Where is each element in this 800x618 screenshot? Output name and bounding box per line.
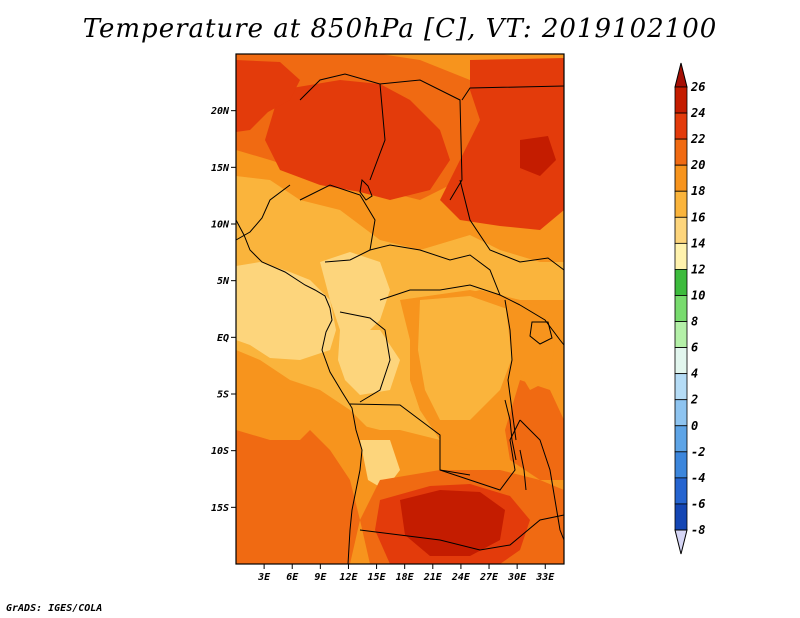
- border-congo-drc: [339, 311, 391, 403]
- region-18c-congo-core: [418, 296, 515, 420]
- colorbar-label: -8: [691, 523, 705, 537]
- lon-tick-label: 33E: [535, 572, 555, 583]
- lat-tick-label: 5S: [217, 390, 229, 401]
- colorbar-label: 12: [691, 262, 705, 276]
- map-frame: [235, 53, 565, 565]
- map-panel: [235, 53, 565, 565]
- region-26c-zambezi: [400, 490, 505, 556]
- region-16c-gabon: [338, 330, 400, 395]
- colorbar-box: [674, 321, 688, 348]
- colorbar-box: [674, 190, 688, 218]
- lat-tick-label: 20N: [210, 106, 230, 117]
- lon-tick-label: 12E: [339, 572, 358, 583]
- colorbar-box: [674, 242, 688, 270]
- latitude-axis: 20N 15N 10N 5N EQ 5S 10S 15S: [210, 106, 236, 514]
- grads-credit: GrADS: IGES/COLA: [6, 603, 103, 614]
- border-algeria-mali: [299, 73, 386, 181]
- longitude-axis: 3E 6E 9E 12E 15E 18E 21E 24E 27E 30E 33E: [257, 564, 555, 583]
- colorbar-box: [674, 138, 688, 166]
- colorbar-box: [674, 269, 688, 296]
- colorbar-box: [674, 503, 688, 531]
- lon-tick-label: 9E: [314, 572, 327, 583]
- colorbar-label: -6: [691, 497, 705, 511]
- border-southern-africa: [359, 514, 565, 551]
- colorbar-box: [674, 295, 688, 322]
- lon-tick-label: 24E: [451, 572, 471, 583]
- colorbar-box: [674, 399, 688, 427]
- lat-tick-label: 15S: [211, 503, 229, 514]
- colorbar-label: 16: [691, 210, 705, 224]
- border-east-africa: [519, 304, 565, 346]
- lat-tick-label: EQ: [217, 333, 229, 344]
- colorbar-label: 14: [691, 236, 705, 250]
- lake-tanganyika: [504, 399, 517, 461]
- lon-tick-label: 18E: [396, 572, 415, 583]
- border-great-lakes: [504, 299, 517, 441]
- colorbar-label: -4: [691, 471, 705, 485]
- lake-victoria: [529, 321, 553, 345]
- colorbar-label: 4: [691, 367, 698, 381]
- region-16c-angola: [360, 440, 400, 490]
- region-24c-sudan: [440, 58, 564, 230]
- lon-tick-label: 3E: [257, 572, 271, 583]
- lake-malawi: [519, 449, 527, 491]
- lat-tick-label: 15N: [211, 163, 230, 174]
- colorbar-label: 26: [690, 80, 705, 94]
- region-24c-sahara-core: [265, 80, 450, 200]
- region-26c-sudan-core: [520, 136, 556, 176]
- map-title: Temperature at 850hPa [C], VT: 201910210…: [82, 14, 718, 44]
- region-16c-cameroon: [320, 252, 390, 340]
- colorbar-box: [674, 347, 688, 375]
- lon-tick-label: 30E: [507, 572, 527, 583]
- colorbar-label: -2: [691, 445, 705, 459]
- colorbar-box: [674, 477, 688, 505]
- colorbar-box: [674, 373, 688, 401]
- border-chad-sudan: [461, 85, 565, 101]
- colorbar-label: 20: [690, 158, 705, 172]
- region-18c-west-sahel: [236, 176, 564, 440]
- border-niger-chad: [379, 79, 463, 201]
- lon-tick-label: 6E: [286, 572, 299, 583]
- temperature-field: [236, 54, 564, 564]
- colorbar-box: [674, 164, 688, 192]
- colorbar-label: 22: [690, 132, 705, 146]
- colorbar-label: 10: [691, 288, 705, 302]
- lon-tick-label: 21E: [423, 572, 443, 583]
- border-nigeria: [299, 184, 376, 263]
- colorbar-label: 0: [691, 419, 698, 433]
- lake-chad: [359, 178, 373, 201]
- coastline-west-africa: [235, 219, 363, 565]
- colorbar-label: 6: [691, 341, 698, 355]
- colorbar-box: [674, 112, 688, 140]
- region-20c-atlantic-band: [236, 380, 320, 440]
- colorbar-label: 24: [690, 106, 705, 120]
- colorbar-bottom-triangle: [674, 529, 688, 555]
- lon-tick-label: 15E: [368, 572, 387, 583]
- region-16c-gulf-of-guinea: [236, 262, 336, 360]
- map-boundaries: [235, 73, 565, 565]
- region-24c-northwest: [236, 60, 300, 132]
- border-cameroon-car: [369, 244, 501, 296]
- colorbar-label: 18: [691, 184, 705, 198]
- border-drc-angola: [349, 403, 471, 476]
- colorbar-top-triangle: [674, 62, 688, 88]
- border-guinea-coast: [235, 184, 291, 241]
- border-sudan-south: [459, 179, 565, 271]
- lon-tick-label: 27E: [479, 572, 499, 583]
- border-mozambique: [519, 419, 565, 541]
- colorbar-box: [674, 451, 688, 479]
- colorbar-label: 8: [691, 315, 698, 329]
- colorbar-box: [674, 216, 688, 244]
- lat-tick-label: 10N: [211, 220, 230, 231]
- region-22c-east-africa: [505, 380, 564, 480]
- colorbar-box: [674, 425, 688, 453]
- lat-tick-label: 10S: [211, 446, 229, 457]
- colorbar-box: [674, 86, 688, 114]
- colorbar-label: 2: [690, 393, 698, 407]
- border-car-drc: [379, 284, 521, 306]
- lat-tick-label: 5N: [217, 276, 230, 287]
